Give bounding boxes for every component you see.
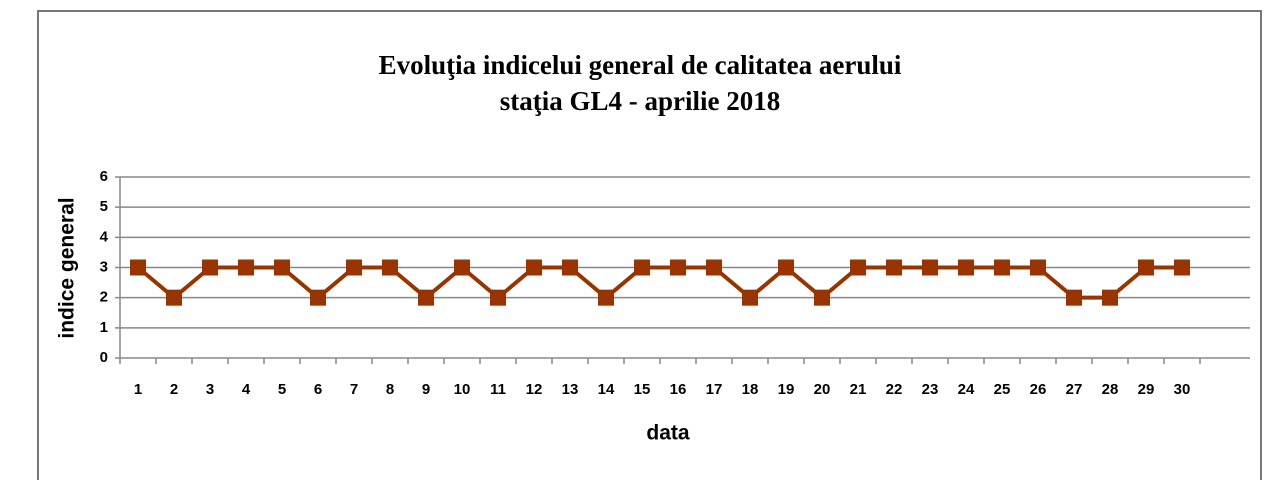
marker <box>922 259 938 276</box>
x-tick-label: 19 <box>778 381 795 398</box>
x-tick-label: 11 <box>490 381 506 398</box>
x-tick-label: 4 <box>242 381 251 398</box>
chart-title: Evoluţia indicelui general de calitatea … <box>379 50 902 80</box>
x-tick-label: 10 <box>454 381 471 398</box>
y-tick-label: 4 <box>100 228 109 245</box>
y-axis-label: indice general <box>56 197 79 338</box>
x-tick-label: 5 <box>278 381 286 398</box>
marker <box>1102 289 1118 306</box>
x-tick-label: 24 <box>958 381 975 398</box>
marker <box>1066 289 1082 306</box>
marker <box>382 259 398 276</box>
marker <box>346 259 362 276</box>
marker <box>1138 259 1154 276</box>
x-tick-label: 12 <box>526 381 543 398</box>
x-tick-label: 3 <box>206 381 214 398</box>
y-tick-label: 0 <box>100 349 108 366</box>
marker <box>778 259 794 276</box>
x-tick-label: 28 <box>1102 381 1119 398</box>
x-tick-label: 18 <box>742 381 759 398</box>
x-tick-label: 2 <box>170 381 178 398</box>
chart-subtitle: staţia GL4 - aprilie 2018 <box>500 86 780 116</box>
marker <box>598 289 614 306</box>
x-tick-label: 23 <box>922 381 939 398</box>
y-tick-label: 6 <box>100 168 108 185</box>
y-tick-label: 2 <box>100 289 108 306</box>
x-tick-label: 21 <box>850 381 867 398</box>
x-tick-label: 30 <box>1174 381 1191 398</box>
marker <box>994 259 1010 276</box>
x-tick-label: 1 <box>134 381 142 398</box>
marker <box>418 289 434 306</box>
marker <box>310 289 326 306</box>
marker <box>562 259 578 276</box>
marker <box>1030 259 1046 276</box>
x-tick-label: 26 <box>1030 381 1047 398</box>
x-tick-label: 29 <box>1138 381 1155 398</box>
x-tick-label: 15 <box>634 381 651 398</box>
marker <box>670 259 686 276</box>
marker <box>706 259 722 276</box>
x-tick-label: 22 <box>886 381 903 398</box>
marker <box>274 259 290 276</box>
x-tick-label: 20 <box>814 381 831 398</box>
x-axis-label: data <box>646 422 690 445</box>
x-tick-label: 13 <box>562 381 579 398</box>
marker <box>166 289 182 306</box>
x-tick-label: 9 <box>422 381 430 398</box>
y-tick-label: 3 <box>100 258 108 275</box>
marker <box>454 259 470 276</box>
x-tick-label: 7 <box>350 381 358 398</box>
marker <box>238 259 254 276</box>
marker <box>850 259 866 276</box>
marker <box>130 259 146 276</box>
x-tick-label: 17 <box>706 381 723 398</box>
y-tick-label: 1 <box>100 319 108 336</box>
x-tick-label: 8 <box>386 381 394 398</box>
y-tick-label: 5 <box>100 198 108 215</box>
x-tick-label: 14 <box>598 381 615 398</box>
marker <box>814 289 830 306</box>
x-tick-label: 27 <box>1066 381 1083 398</box>
marker <box>634 259 650 276</box>
marker <box>886 259 902 276</box>
marker <box>202 259 218 276</box>
marker <box>526 259 542 276</box>
chart-frame <box>37 10 1262 480</box>
x-tick-label: 25 <box>994 381 1011 398</box>
x-tick-label: 16 <box>670 381 687 398</box>
marker <box>958 259 974 276</box>
marker <box>742 289 758 306</box>
marker <box>490 289 506 306</box>
x-tick-label: 6 <box>314 381 322 398</box>
marker <box>1174 259 1190 276</box>
